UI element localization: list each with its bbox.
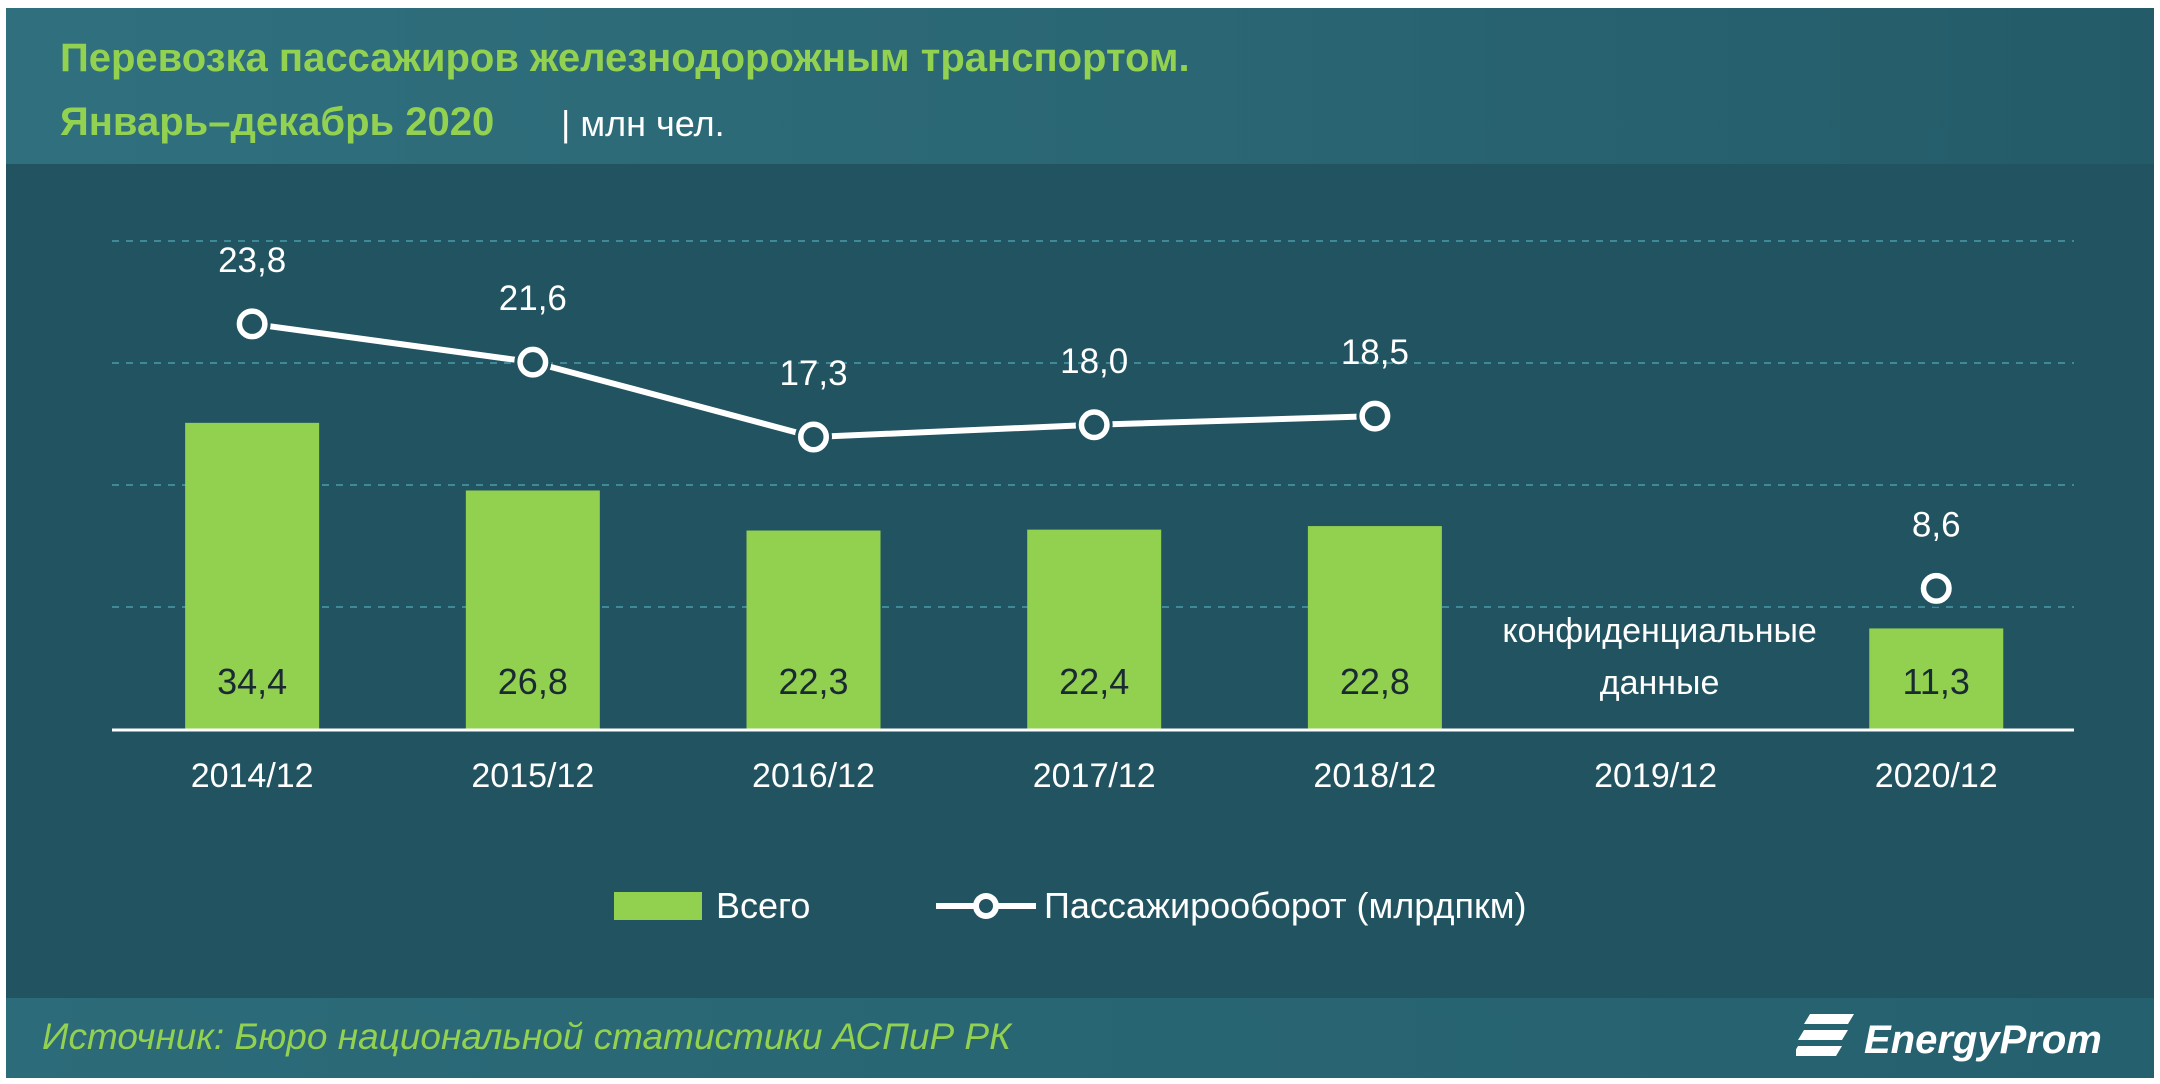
line-point-inner xyxy=(522,352,543,373)
line-value-label: 8,6 xyxy=(1912,505,1961,544)
legend-label-line: Пассажирооборот (млрдпкм) xyxy=(1044,885,1526,926)
line-point-inner xyxy=(803,426,824,447)
legend-label-bars: Всего xyxy=(716,885,810,926)
line-value-label: 18,5 xyxy=(1341,333,1409,372)
chart-title-line2: Январь–декабрь 2020 xyxy=(60,100,495,144)
x-tick-label: 2019/12 xyxy=(1594,757,1717,795)
x-tick-label: 2016/12 xyxy=(752,757,875,795)
bar-value-label: 26,8 xyxy=(498,661,568,702)
bar-value-label: 22,4 xyxy=(1059,661,1129,702)
chart-units: | млн чел. xyxy=(561,103,725,144)
line-value-label: 23,8 xyxy=(218,241,286,280)
x-tick-label: 2017/12 xyxy=(1033,757,1156,795)
bar-2020-12 xyxy=(1869,628,2004,729)
bar-value-label: 34,4 xyxy=(217,661,287,702)
bar-2017-12 xyxy=(1027,529,1162,729)
line-value-label: 21,6 xyxy=(499,279,567,318)
line-point-inner xyxy=(1084,414,1105,435)
legend-swatch-bars xyxy=(614,892,702,920)
bar-2014-12 xyxy=(185,422,320,729)
line-point-inner xyxy=(1926,578,1947,599)
confidential-note-line1: конфиденциальные xyxy=(1502,612,1816,650)
bar-2016-12 xyxy=(746,530,881,729)
energyprom-logo: EnergyProm xyxy=(1796,1008,2136,1068)
legend-swatch-marker-inner xyxy=(979,899,993,913)
x-tick-label: 2015/12 xyxy=(471,757,594,795)
bar-2015-12 xyxy=(465,490,600,729)
line-point-inner xyxy=(242,313,263,334)
logo-wordmark: EnergyProm xyxy=(1864,1018,2102,1062)
bar-value-label: 22,3 xyxy=(778,661,848,702)
chart-card: Перевозка пассажиров железнодорожным тра… xyxy=(6,8,2154,1078)
footer-band: Источник: Бюро национальной статистики А… xyxy=(6,998,2154,1078)
x-tick-label: 2014/12 xyxy=(191,757,314,795)
line-value-label: 17,3 xyxy=(779,354,847,393)
bar-value-label: 22,8 xyxy=(1340,661,1410,702)
line-point-inner xyxy=(1364,406,1385,427)
x-tick-label: 2018/12 xyxy=(1313,757,1436,795)
source-note: Источник: Бюро национальной статистики А… xyxy=(42,1016,1011,1057)
header-band: Перевозка пассажиров железнодорожным тра… xyxy=(6,8,2154,164)
x-tick-label: 2020/12 xyxy=(1875,757,1998,795)
line-value-label: 18,0 xyxy=(1060,342,1128,381)
bar-2018-12 xyxy=(1307,526,1442,729)
confidential-note-line2: данные xyxy=(1600,664,1720,702)
bar-value-label: 11,3 xyxy=(1903,661,1970,702)
chart-title-line1: Перевозка пассажиров железнодорожным тра… xyxy=(60,36,1190,80)
chart-plot: 34,4 26,8 22,3 22,4 22,8 11,3 23,8 21,6 17,3 18,0… xyxy=(112,240,2074,926)
logo-icon xyxy=(1796,1014,1854,1056)
